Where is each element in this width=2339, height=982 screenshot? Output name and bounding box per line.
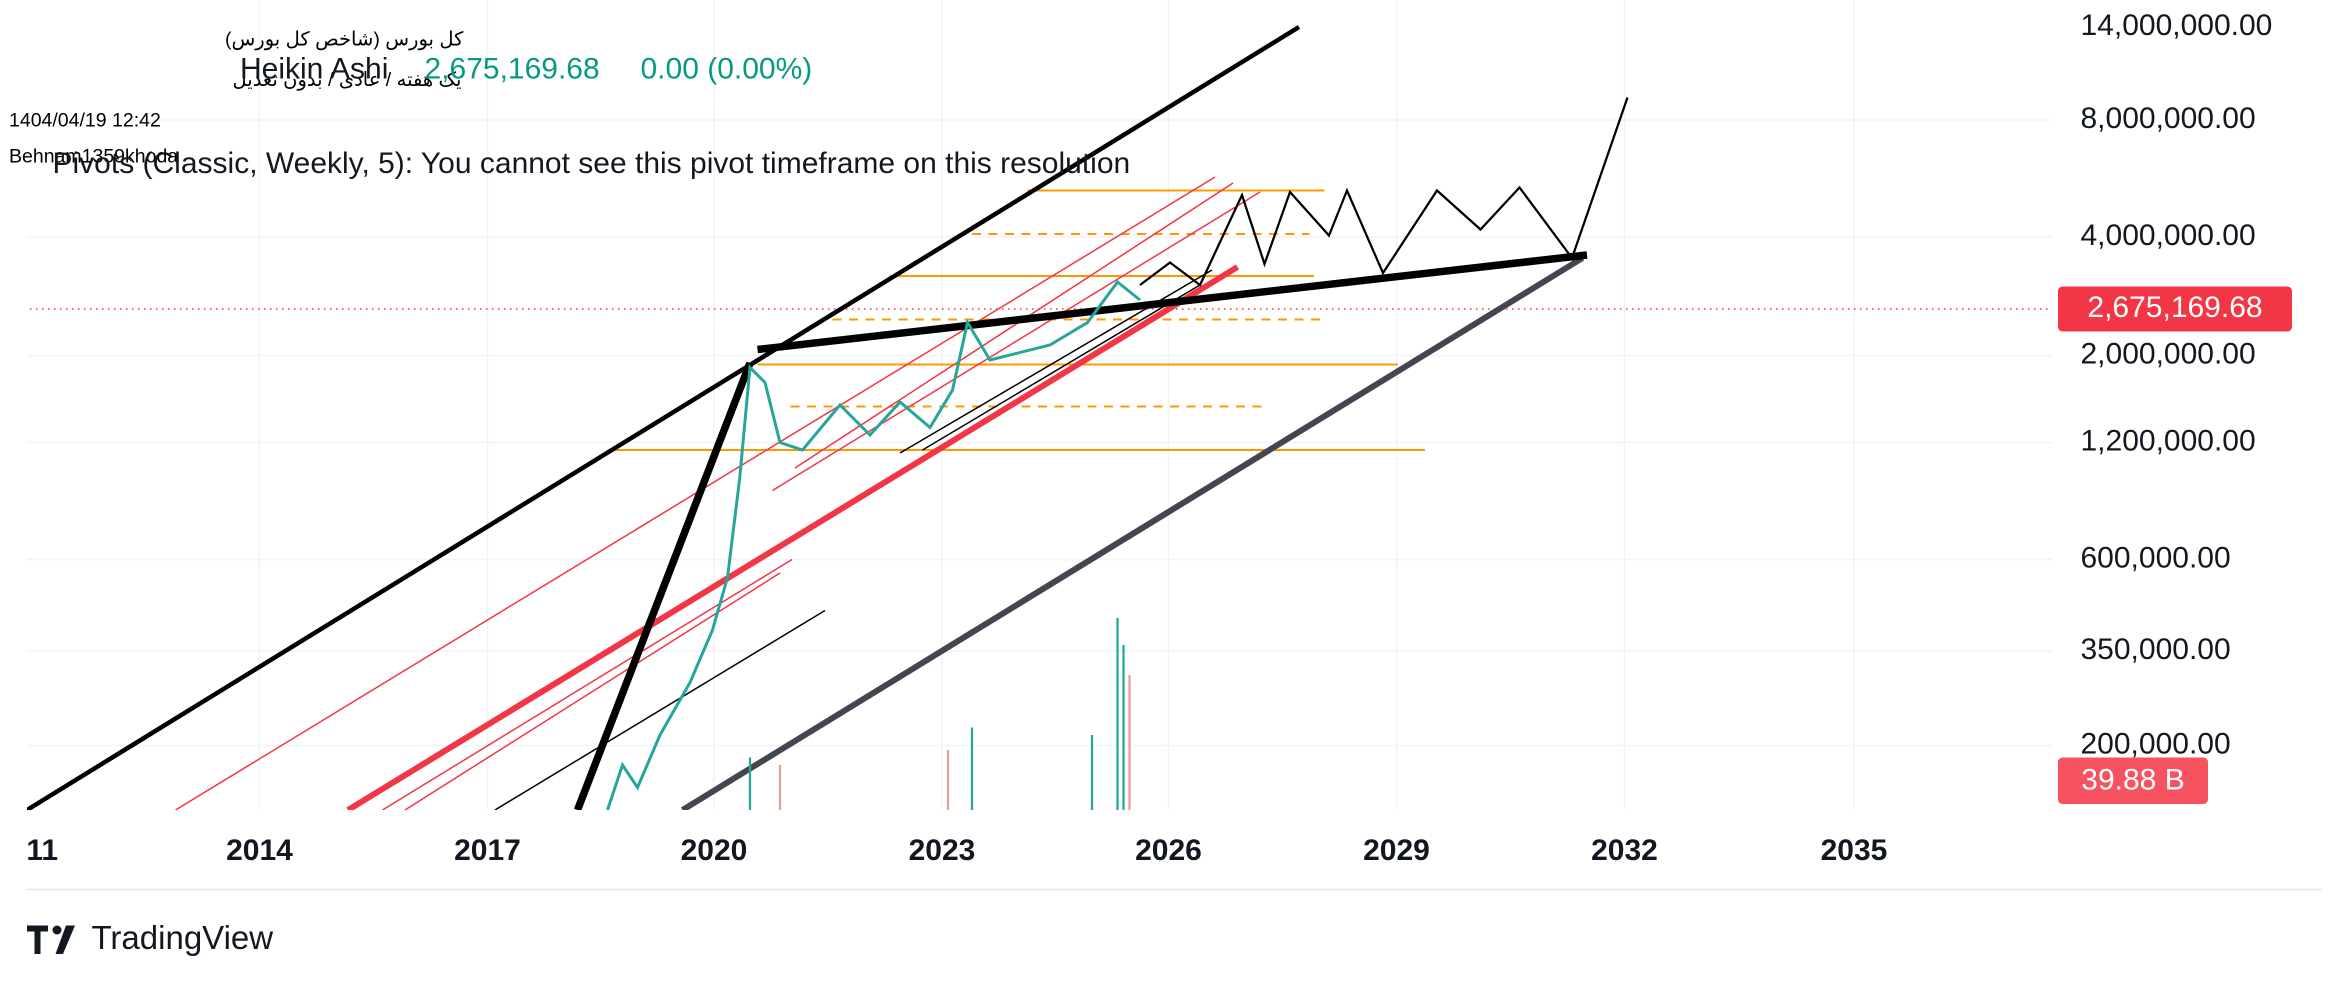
time-axis-label: 2035 [1821, 834, 1888, 867]
time-axis-label: 2026 [1135, 834, 1202, 867]
timestamp: 1404/04/19 12:42 [9, 110, 161, 132]
last-price-tag-bg [2058, 286, 2292, 332]
volume-tag-bg [2058, 757, 2208, 804]
price-axis-label: 1,200,000.00 [2081, 424, 2256, 457]
chart-style: Heikin Ashi [240, 52, 388, 85]
pivots-message: Pivots (Classic, Weekly, 5): You cannot … [53, 147, 1131, 180]
drawings [27, 25, 2052, 810]
time-axis-label: 2014 [226, 834, 293, 867]
volume-tag: 39.88 B [2081, 763, 2184, 796]
price-axis-label: 2,000,000.00 [2081, 337, 2256, 370]
last-price-tag: 2,675,169.68 [2087, 291, 2262, 324]
time-axis-label: 2017 [454, 834, 521, 867]
grid [27, 0, 2052, 810]
price-axis-label: 200,000.00 [2081, 727, 2231, 760]
time-axis-label: 2011 [0, 834, 58, 867]
time-axis-label: 2032 [1591, 834, 1658, 867]
price-axis-label: 350,000.00 [2081, 633, 2231, 666]
price-axis-label: 4,000,000.00 [2081, 219, 2256, 252]
author: Behnam1359khoda [9, 146, 178, 168]
header-change: 0.00 (0.00%) [641, 52, 813, 85]
time-axis-label: 2023 [909, 834, 976, 867]
price-axis-label: 8,000,000.00 [2081, 102, 2256, 135]
brand-logo [27, 925, 75, 954]
header-price: 2,675,169.68 [425, 52, 600, 85]
time-axis-label: 2020 [681, 834, 748, 867]
symbol-name: کل بورس (شاخص کل بورس) [225, 29, 464, 51]
brand-name: TradingView [92, 919, 274, 956]
time-axis-label: 2029 [1363, 834, 1430, 867]
price-axis-label: 600,000.00 [2081, 541, 2231, 574]
symbol-settings: یک هفته / عادی / بدون تعدیل [233, 69, 462, 91]
price-axis-label: 14,000,000.00 [2081, 9, 2273, 42]
